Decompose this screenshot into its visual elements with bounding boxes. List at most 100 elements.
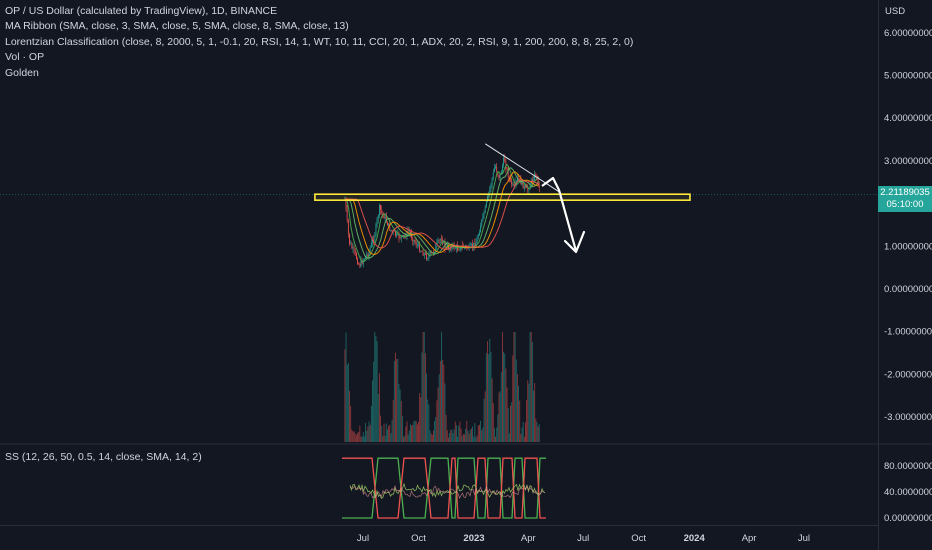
volume-bar	[529, 332, 531, 442]
candle-body	[525, 185, 526, 187]
volume-bar	[537, 426, 539, 442]
volume-bar	[531, 341, 533, 442]
volume-bar	[442, 359, 444, 442]
volume-bar	[431, 434, 433, 442]
volume-bar	[393, 361, 395, 442]
legend-lorentzian[interactable]: Lorentzian Classification (close, 8, 200…	[5, 35, 634, 48]
candle-body	[523, 185, 525, 189]
volume-bar	[355, 435, 357, 442]
volume-bar	[368, 421, 370, 442]
candle-body	[527, 187, 529, 190]
volume-bar	[361, 436, 363, 442]
candle-body	[479, 232, 480, 236]
oscillator-signal-line	[349, 484, 546, 499]
current-price-badge: 2.21189035 05:10:00	[878, 186, 932, 212]
volume-bar	[397, 358, 399, 442]
candle-body	[413, 239, 415, 242]
volume-bar	[520, 433, 522, 442]
candle-body	[374, 235, 376, 241]
volume-bar	[449, 433, 451, 442]
price-tick-label: -1.00000000	[884, 327, 932, 338]
candle-body	[483, 213, 485, 215]
volume-bar	[447, 437, 449, 442]
price-tick-label: 0.00000000	[884, 284, 932, 295]
candle-body	[375, 224, 377, 236]
volume-bar	[490, 351, 492, 442]
volume-bar	[358, 431, 360, 442]
volume-bar	[389, 424, 391, 442]
volume-bar	[365, 422, 367, 442]
volume-bar	[401, 415, 403, 442]
candle-body	[373, 239, 375, 241]
legend-golden[interactable]: Golden	[5, 66, 39, 79]
volume-bar	[382, 436, 384, 442]
candle-body	[507, 168, 509, 178]
volume-bar	[483, 398, 485, 442]
candle-body	[367, 254, 369, 257]
candle-body	[535, 174, 537, 176]
volume-bar	[351, 429, 353, 442]
candle-body	[383, 213, 385, 219]
volume-bar	[485, 353, 487, 442]
time-axis-label: Jul	[577, 533, 589, 544]
candle-body	[458, 249, 460, 251]
candle-body	[494, 168, 495, 172]
volume-bar	[477, 425, 479, 442]
volume-bar	[396, 359, 398, 442]
legend-ma-ribbon[interactable]: MA Ribbon (SMA, close, 3, SMA, close, 5,…	[5, 20, 349, 33]
price-tick-label: 6.00000000	[884, 28, 932, 39]
candle-body	[510, 178, 511, 180]
time-axis-label: Jul	[798, 533, 810, 544]
volume-bar	[366, 430, 368, 442]
volume-bar	[518, 385, 520, 442]
volume-bar	[414, 420, 416, 442]
volume-bar	[372, 380, 373, 442]
volume-bar	[492, 403, 494, 442]
legend-symbol[interactable]: OP / US Dollar (calculated by TradingVie…	[5, 5, 278, 17]
price-tick-label: -2.00000000	[884, 369, 932, 380]
candle-body	[515, 180, 517, 183]
volume-bar	[508, 433, 510, 442]
volume-bar	[496, 427, 498, 442]
time-axis-label: Oct	[411, 533, 426, 544]
candle-body	[484, 206, 486, 214]
candle-body	[491, 178, 493, 185]
volume-bar	[450, 430, 452, 442]
candle-body	[430, 252, 432, 253]
volume-bar	[489, 338, 491, 442]
volume-bar	[412, 424, 414, 442]
oscillator-legend[interactable]: SS (12, 26, 50, 0.5, 14, close, SMA, 14,…	[5, 451, 202, 463]
volume-bar	[436, 400, 438, 442]
candle-body	[377, 215, 379, 219]
volume-bar	[381, 426, 383, 442]
volume-bar	[346, 364, 348, 442]
candle-body	[361, 260, 363, 264]
candle-body	[457, 245, 459, 250]
volume-bar	[513, 332, 515, 442]
candle-body	[538, 185, 540, 188]
candle-body	[388, 223, 390, 226]
volume-bar	[441, 332, 442, 442]
volume-bar	[480, 420, 482, 442]
volume-bar	[385, 423, 387, 442]
candle-body	[435, 245, 437, 252]
volume-bar	[504, 353, 506, 442]
volume-bar	[470, 428, 472, 442]
legend-volume[interactable]: Vol · OP	[5, 51, 45, 64]
volume-bar	[472, 426, 474, 442]
volume-bar	[459, 421, 461, 442]
candle-body	[351, 243, 353, 249]
candle-body	[381, 209, 383, 212]
volume-bar	[426, 373, 428, 442]
candle-body	[443, 241, 445, 244]
volume-bar	[515, 359, 517, 442]
time-axis-label: 2024	[684, 533, 706, 544]
candle-body	[511, 179, 513, 185]
candle-body	[365, 256, 367, 259]
volume-bar	[451, 429, 453, 442]
candle-body	[359, 264, 361, 267]
volume-bar	[415, 421, 417, 442]
volume-bar	[352, 431, 354, 442]
